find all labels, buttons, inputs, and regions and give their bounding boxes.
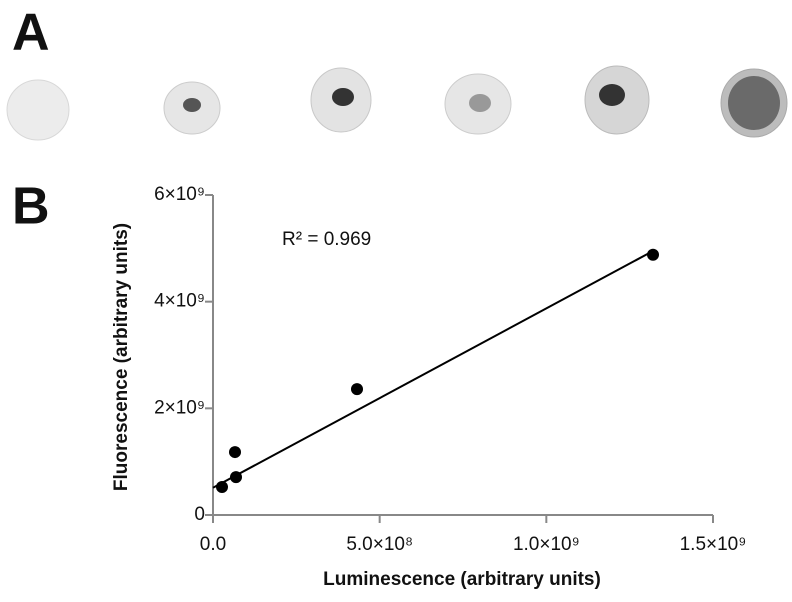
x-tick-label: 0.0 bbox=[200, 534, 226, 555]
cell-stain bbox=[183, 98, 201, 112]
annotation: R² = 0.969 bbox=[282, 229, 371, 250]
y-tick-label: 4×10⁹ bbox=[154, 291, 205, 312]
x-tick-label: 1.0×10⁹ bbox=[513, 534, 580, 555]
cell bbox=[6, 79, 70, 141]
y-tick-label: 2×10⁹ bbox=[154, 397, 205, 418]
x-axis-label: Luminescence (arbitrary units) bbox=[323, 569, 601, 590]
point bbox=[647, 248, 659, 261]
cell-images bbox=[6, 65, 788, 141]
cell-stain bbox=[599, 84, 625, 106]
trend-line bbox=[212, 250, 654, 489]
y-tick-label: 6×10⁹ bbox=[154, 184, 205, 205]
y-axis-label: Fluorescence (arbitrary units) bbox=[111, 223, 132, 491]
cell-stain bbox=[332, 88, 354, 106]
point bbox=[216, 481, 228, 493]
point bbox=[229, 446, 241, 459]
point bbox=[230, 471, 242, 484]
x-tick-label: 1.5×10⁹ bbox=[680, 534, 747, 555]
x-tick-label: 5.0×10⁸ bbox=[346, 534, 413, 555]
cell-stain bbox=[728, 76, 780, 130]
panel-label: A bbox=[12, 4, 50, 62]
y-tick-label: 0 bbox=[194, 504, 205, 525]
panel-label: B bbox=[12, 178, 50, 236]
cell-stain bbox=[469, 94, 491, 112]
point bbox=[351, 383, 363, 396]
